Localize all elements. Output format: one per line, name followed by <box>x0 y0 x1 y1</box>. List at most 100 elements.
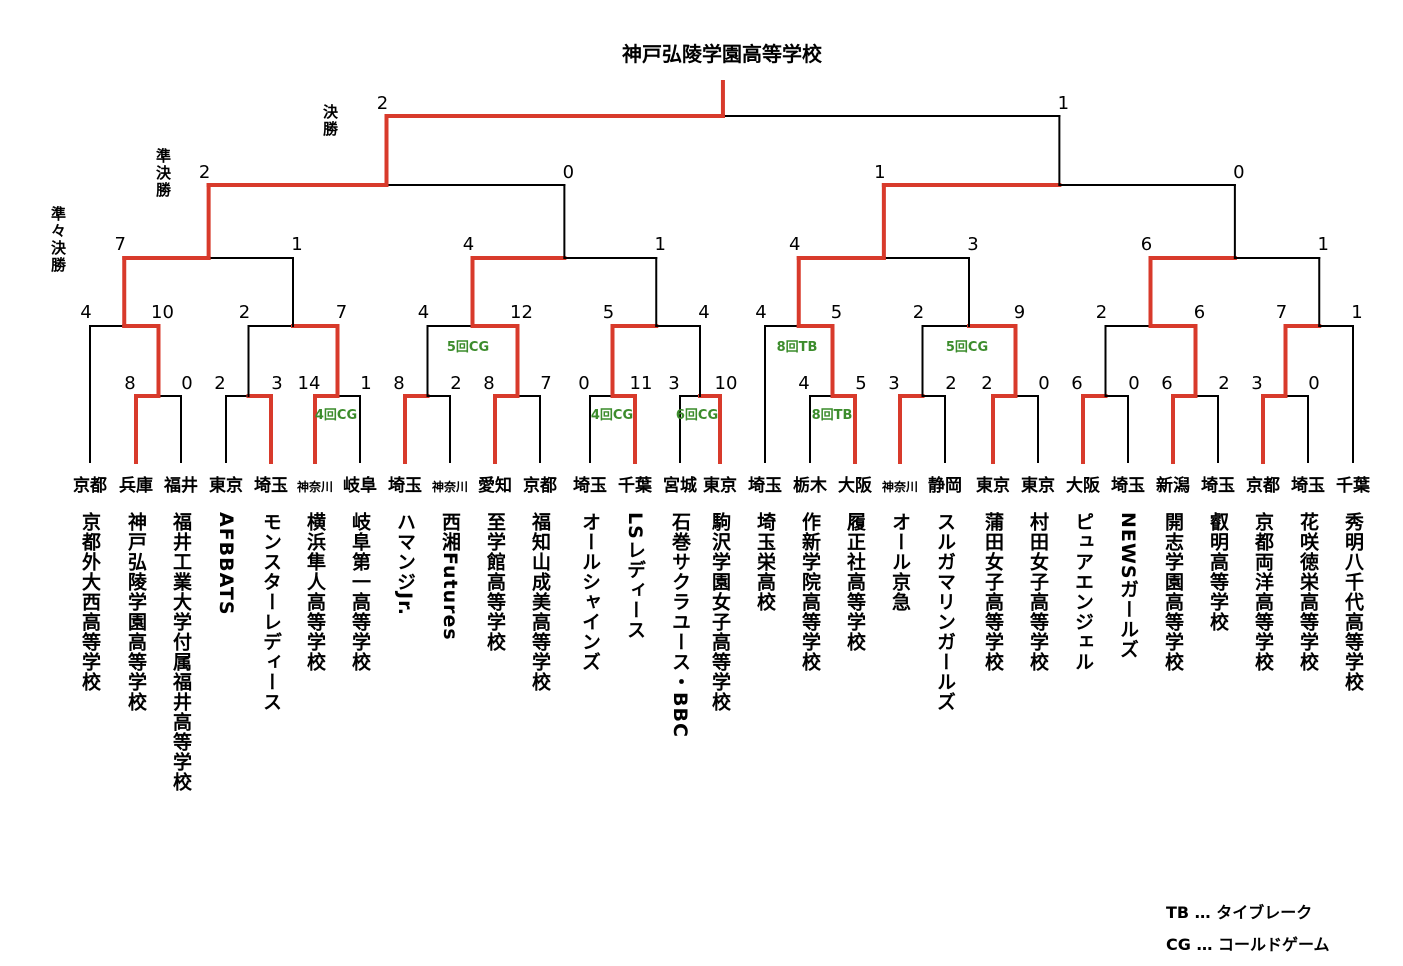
score-r1-17: 3 <box>888 373 899 394</box>
team-name-12: オールシャインズ <box>579 512 601 672</box>
team-name-19: オール京急 <box>889 512 911 612</box>
score-r2-4: 7 <box>336 302 347 323</box>
team-name-5: モンスターレディース <box>260 512 282 712</box>
legend-tb: TB … タイブレーク <box>1166 903 1312 922</box>
score-qf-3: 4 <box>463 234 474 255</box>
team-name-29: 秀明八千代高等学校 <box>1342 512 1365 692</box>
score-r2-7: 5 <box>603 302 614 323</box>
score-r1-13: 3 <box>668 373 679 394</box>
team-prefecture-18: 大阪 <box>838 475 872 496</box>
score-qf-6: 3 <box>967 234 978 255</box>
team-prefecture-26: 埼玉 <box>1201 475 1235 496</box>
team-name-15: 駒沢学園女子高等学校 <box>709 511 732 712</box>
team-name-26: 叡明高等学校 <box>1207 511 1230 632</box>
team-prefecture-24: 埼玉 <box>1111 475 1145 496</box>
score-r1-24: 2 <box>1218 373 1229 394</box>
team-prefecture-5: 埼玉 <box>254 475 288 496</box>
team-name-10: 至学館高等学校 <box>484 512 507 652</box>
score-r2-9: 4 <box>755 302 766 323</box>
round-label-final: 決勝 <box>321 103 339 138</box>
team-name-6: 横浜隼人高等学校 <box>304 511 327 672</box>
score-r2-6: 12 <box>510 302 533 323</box>
score-r1-9: 8 <box>483 373 494 394</box>
score-r2-2: 10 <box>151 302 174 323</box>
team-name-1: 京都外大西高等学校 <box>79 511 102 692</box>
team-prefecture-15: 東京 <box>703 475 737 496</box>
team-prefecture-9: 神奈川 <box>432 479 468 494</box>
score-r2-16: 1 <box>1351 302 1362 323</box>
team-name-20: スルガマリンガールズ <box>934 512 956 712</box>
score-r1-14: 10 <box>715 373 738 394</box>
team-name-11: 福知山成美高等学校 <box>529 511 552 692</box>
team-prefecture-23: 大阪 <box>1066 475 1100 496</box>
score-r1-4: 3 <box>271 373 282 394</box>
team-prefecture-29: 千葉 <box>1336 475 1371 496</box>
team-name-9: 西湘Futures <box>439 512 461 641</box>
round-label-semifinal: 準決勝 <box>154 147 172 199</box>
team-prefecture-28: 埼玉 <box>1291 475 1325 496</box>
team-name-2: 神戸弘陵学園高等学校 <box>125 511 148 712</box>
team-prefecture-27: 京都 <box>1246 475 1280 496</box>
score-r1-5: 14 <box>298 373 321 394</box>
team-name-24: NEWSガールズ <box>1117 512 1139 660</box>
score-r1-6: 1 <box>360 373 371 394</box>
team-prefecture-20: 静岡 <box>928 475 962 496</box>
note-label-2: 4回CG <box>315 408 357 423</box>
team-prefecture-8: 埼玉 <box>388 475 422 496</box>
score-r1-21: 6 <box>1071 373 1082 394</box>
score-qf-2: 1 <box>291 234 302 255</box>
score-r1-8: 2 <box>450 373 461 394</box>
team-prefecture-17: 栃木 <box>793 475 828 496</box>
team-prefecture-1: 京都 <box>73 475 107 496</box>
team-name-3: 福井工業大学付属福井高等学校 <box>170 511 193 792</box>
team-name-28: 花咲徳栄高等学校 <box>1297 511 1320 672</box>
team-name-13: LSレディース <box>624 512 646 640</box>
score-r2-10: 5 <box>831 302 842 323</box>
score-r1-26: 0 <box>1308 373 1319 394</box>
team-prefecture-7: 岐阜 <box>343 475 377 496</box>
note-label-3: 4回CG <box>591 408 633 423</box>
score-r2-11: 2 <box>913 302 924 323</box>
score-r2-12: 9 <box>1014 302 1025 323</box>
round-label-quarterfinal: 準々決勝 <box>49 205 67 274</box>
score-qf-7: 6 <box>1141 234 1152 255</box>
team-prefecture-13: 千葉 <box>618 475 653 496</box>
score-r1-10: 7 <box>540 373 551 394</box>
team-name-4: AFBBATS <box>215 512 237 616</box>
score-r1-22: 0 <box>1128 373 1139 394</box>
score-sf-4: 0 <box>1233 162 1244 183</box>
team-prefecture-21: 東京 <box>976 475 1010 496</box>
score-r2-15: 7 <box>1276 302 1287 323</box>
note-label-6: 8回TB <box>812 408 853 423</box>
champion-title: 神戸弘陵学園高等学校 <box>622 42 823 66</box>
team-prefecture-16: 埼玉 <box>748 475 782 496</box>
note-label-7: 5回CG <box>946 340 988 355</box>
team-name-7: 岐阜第一高等学校 <box>349 512 372 672</box>
team-prefecture-14: 宮城 <box>663 475 697 496</box>
score-r2-8: 4 <box>698 302 709 323</box>
score-sf-2: 0 <box>563 162 574 183</box>
score-r1-3: 2 <box>214 373 225 394</box>
score-r1-7: 8 <box>393 373 404 394</box>
team-name-16: 埼玉栄高校 <box>754 511 777 612</box>
score-r1-1: 8 <box>124 373 135 394</box>
note-label-1: 5回CG <box>447 340 489 355</box>
team-name-22: 村田女子高等学校 <box>1027 511 1050 672</box>
score-r1-15: 4 <box>798 373 809 394</box>
note-label-5: 8回TB <box>777 340 818 355</box>
score-r1-18: 2 <box>945 373 956 394</box>
team-prefecture-25: 新潟 <box>1156 475 1190 496</box>
score-sf-3: 1 <box>874 162 885 183</box>
score-r1-19: 2 <box>981 373 992 394</box>
score-final-2: 1 <box>1058 93 1069 114</box>
team-name-27: 京都両洋高等学校 <box>1252 511 1275 672</box>
team-name-8: ハマンジJr. <box>394 512 416 616</box>
team-name-17: 作新学院高等学校 <box>799 511 822 672</box>
score-r2-14: 6 <box>1194 302 1205 323</box>
team-prefecture-22: 東京 <box>1021 475 1055 496</box>
team-prefecture-2: 兵庫 <box>119 475 153 496</box>
score-r1-12: 11 <box>630 373 653 394</box>
score-qf-1: 7 <box>115 234 126 255</box>
team-name-25: 開志学園高等学校 <box>1162 512 1185 672</box>
